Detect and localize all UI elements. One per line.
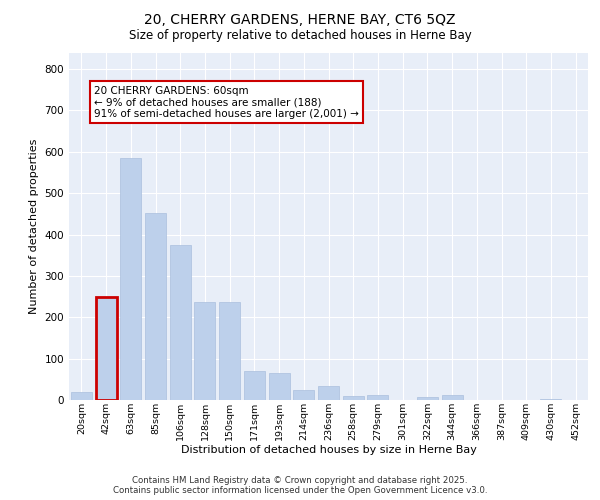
Text: Contains HM Land Registry data © Crown copyright and database right 2025.
Contai: Contains HM Land Registry data © Crown c… — [113, 476, 487, 495]
Bar — [343, 396, 364, 400]
Text: Size of property relative to detached houses in Herne Bay: Size of property relative to detached ho… — [128, 29, 472, 42]
Bar — [293, 390, 314, 400]
X-axis label: Distribution of detached houses by size in Herne Bay: Distribution of detached houses by size … — [181, 446, 476, 456]
Text: 20 CHERRY GARDENS: 60sqm
← 9% of detached houses are smaller (188)
91% of semi-d: 20 CHERRY GARDENS: 60sqm ← 9% of detache… — [94, 86, 359, 119]
Bar — [269, 373, 290, 400]
Bar — [442, 395, 463, 400]
Bar — [219, 302, 240, 400]
Bar — [194, 302, 215, 400]
Y-axis label: Number of detached properties: Number of detached properties — [29, 138, 39, 314]
Bar — [541, 399, 562, 400]
Text: 20, CHERRY GARDENS, HERNE BAY, CT6 5QZ: 20, CHERRY GARDENS, HERNE BAY, CT6 5QZ — [144, 12, 456, 26]
Bar — [170, 245, 191, 400]
Bar — [417, 396, 438, 400]
Bar — [318, 386, 339, 400]
Bar — [120, 158, 141, 400]
Bar — [367, 395, 388, 400]
Bar — [145, 212, 166, 400]
Bar — [95, 298, 116, 400]
Bar — [71, 392, 92, 400]
Bar — [244, 371, 265, 400]
